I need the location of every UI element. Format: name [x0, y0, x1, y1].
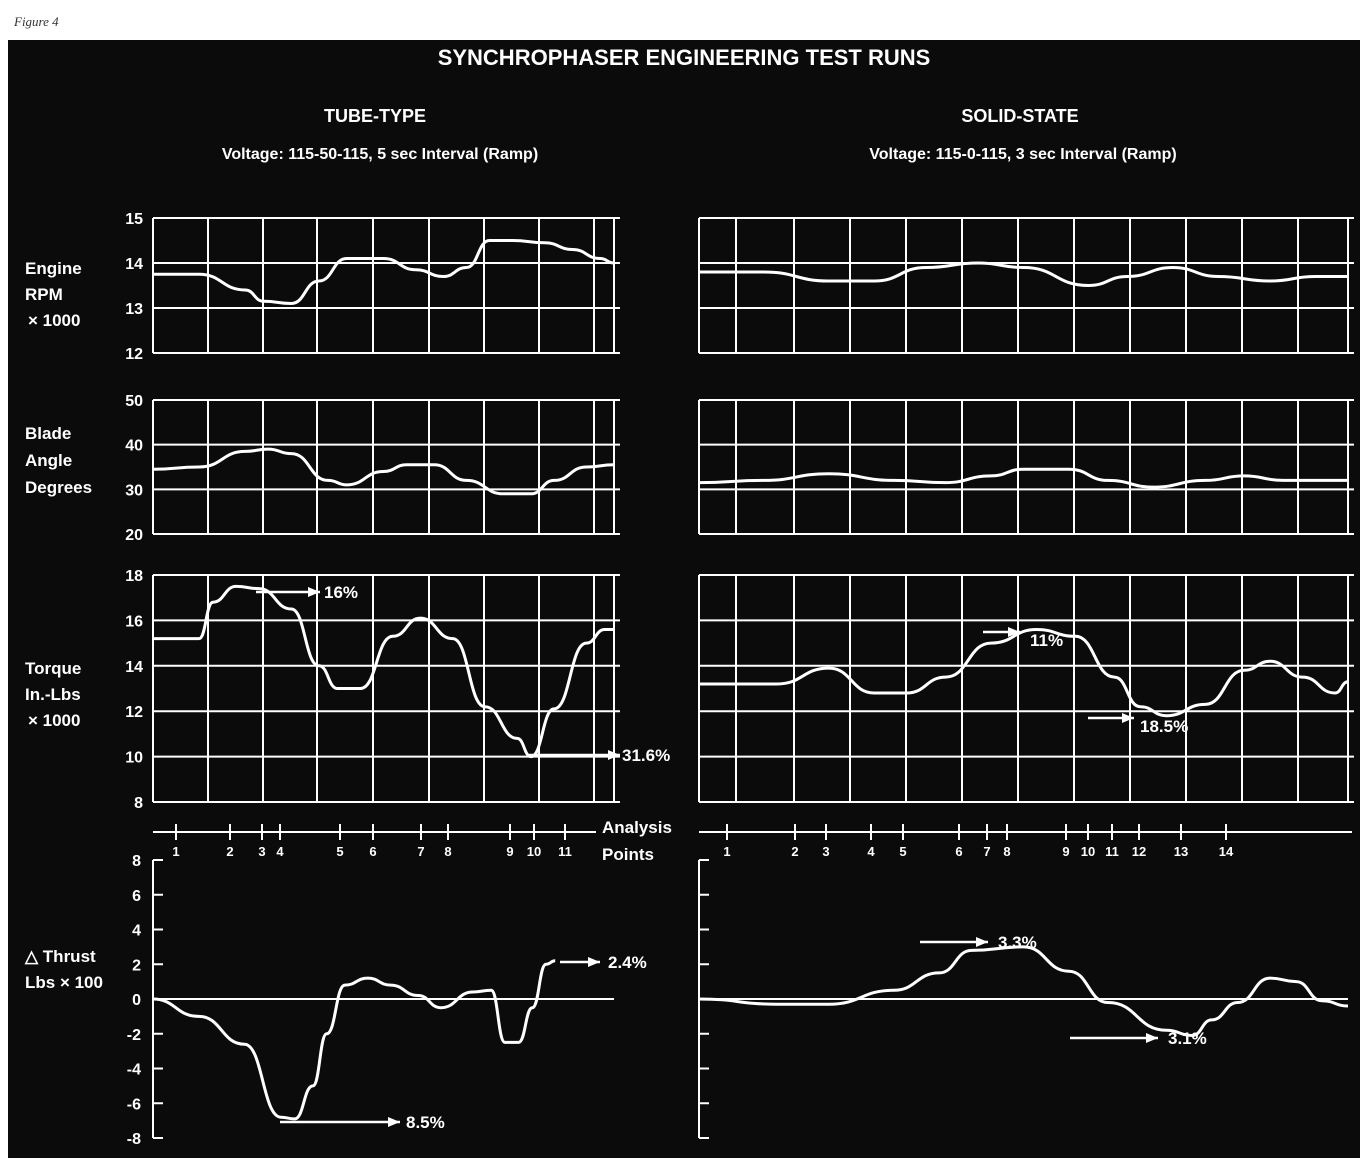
analysis-point-label: 14: [1219, 844, 1234, 859]
analysis-label-1: Analysis: [602, 818, 672, 837]
analysis-label-2: Points: [602, 845, 654, 864]
y-tick-label: 50: [125, 393, 143, 410]
right-subheading: Voltage: 115-0-115, 3 sec Interval (Ramp…: [869, 146, 1176, 163]
y-tick-label: 8: [132, 853, 141, 870]
y-tick-label: 12: [125, 346, 143, 363]
series-line: [699, 628, 1349, 718]
y-tick-label: 15: [125, 211, 143, 228]
arrowhead: [308, 587, 320, 597]
analysis-point-label: 12: [1132, 844, 1146, 859]
torque-label-2: In.-Lbs: [25, 685, 81, 704]
analysis-point-label: 10: [527, 844, 541, 859]
y-tick-label: 20: [125, 527, 143, 544]
arrowhead: [1122, 713, 1134, 723]
annotation-label: 16%: [324, 583, 358, 602]
analysis-point-label: 2: [226, 844, 233, 859]
blade-label-1: Blade: [25, 424, 71, 443]
series-line: [698, 467, 1348, 489]
y-tick-label: 6: [132, 888, 141, 905]
y-tick-label: 30: [125, 482, 143, 499]
analysis-point-label: 6: [955, 844, 962, 859]
chart-panel: SYNCHROPHASER ENGINEERING TEST RUNS TUBE…: [8, 40, 1360, 1158]
analysis-point-label: 2: [791, 844, 798, 859]
arrowhead: [1146, 1033, 1158, 1043]
series-line: [153, 239, 615, 305]
y-tick-label: 4: [132, 923, 141, 940]
analysis-point-label: 9: [506, 844, 513, 859]
annotation-label: 3.1%: [1168, 1029, 1207, 1048]
analysis-point-label: 5: [336, 844, 343, 859]
series-line: [152, 447, 615, 496]
arrowhead: [388, 1117, 400, 1127]
y-tick-label: 14: [125, 256, 143, 273]
y-tick-label: 16: [125, 613, 143, 630]
y-tick-label: 40: [125, 438, 143, 455]
right-heading: SOLID-STATE: [961, 106, 1078, 126]
analysis-point-label: 3: [822, 844, 829, 859]
figure-title: SYNCHROPHASER ENGINEERING TEST RUNS: [438, 45, 931, 70]
arrowhead: [1008, 627, 1020, 637]
series-line: [698, 945, 1349, 1037]
y-tick-label: -4: [127, 1062, 141, 1079]
blade-label-2: Angle: [25, 451, 72, 470]
y-tick-label: -2: [127, 1027, 141, 1044]
analysis-point-label: 1: [172, 844, 179, 859]
chart-curves: [152, 239, 1349, 1121]
y-tick-label: 0: [132, 992, 141, 1009]
annotation-label: 3.3%: [998, 933, 1037, 952]
y-tick-label: 12: [125, 704, 143, 721]
figure-caption: Figure 4: [14, 14, 59, 29]
annotation-label: 31.6%: [622, 746, 670, 765]
analysis-point-label: 4: [867, 844, 875, 859]
arrowhead: [608, 750, 620, 760]
analysis-point-label: 4: [276, 844, 284, 859]
analysis-point-label: 13: [1174, 844, 1188, 859]
arrowhead: [976, 937, 988, 947]
left-heading: TUBE-TYPE: [324, 106, 426, 126]
annotation-label: 8.5%: [406, 1113, 445, 1132]
analysis-point-label: 6: [369, 844, 376, 859]
blade-label-3: Degrees: [25, 478, 92, 497]
torque-label-3: × 1000: [28, 711, 80, 730]
analysis-point-label: 7: [417, 844, 424, 859]
analysis-point-label: 5: [899, 844, 906, 859]
analysis-point-label: 8: [1003, 844, 1010, 859]
thrust-label-1: △ Thrust: [24, 947, 96, 966]
analysis-point-label: 10: [1081, 844, 1095, 859]
y-tick-label: 13: [125, 301, 143, 318]
analysis-point-label: 8: [444, 844, 451, 859]
left-subheading: Voltage: 115-50-115, 5 sec Interval (Ram…: [222, 146, 538, 163]
chart-annotations: 16% 31.6% 2.4% 8.5% 11% 18.5% 3.3% 3.1%: [256, 583, 1207, 1132]
torque-label-1: Torque: [25, 659, 81, 678]
y-tick-label: 18: [125, 568, 143, 585]
synchrophaser-figure: SYNCHROPHASER ENGINEERING TEST RUNS TUBE…: [24, 45, 1354, 1148]
analysis-point-label: 7: [983, 844, 990, 859]
analysis-point-label: 11: [558, 844, 572, 859]
annotation-label: 11%: [1030, 631, 1063, 650]
arrowhead: [588, 957, 600, 967]
rpm-label-1: Engine: [25, 259, 82, 278]
series-line: [698, 261, 1348, 287]
annotation-label: 2.4%: [608, 953, 647, 972]
series-line: [152, 584, 614, 759]
series-line: [152, 959, 556, 1121]
analysis-point-label: 3: [258, 844, 265, 859]
y-tick-label: -6: [127, 1096, 141, 1113]
analysis-point-label: 9: [1062, 844, 1069, 859]
analysis-point-label: 1: [723, 844, 730, 859]
y-tick-label: 10: [125, 750, 143, 767]
y-tick-label: -8: [127, 1131, 141, 1148]
thrust-label-2: Lbs × 100: [25, 973, 103, 992]
rpm-label-3: × 1000: [28, 311, 80, 330]
annotation-label: 18.5%: [1140, 717, 1188, 736]
y-tick-label: 14: [125, 659, 143, 676]
rpm-label-2: RPM: [25, 285, 63, 304]
analysis-ticks: 1 2 3 4 5 6 7 8 9 10 11 1 2 3 4 5 6 7 8 9 10 11 12 13 14: [153, 824, 1352, 859]
analysis-point-label: 11: [1105, 844, 1119, 859]
y-tick-label: 2: [132, 957, 141, 974]
y-tick-label: 8: [134, 795, 143, 812]
